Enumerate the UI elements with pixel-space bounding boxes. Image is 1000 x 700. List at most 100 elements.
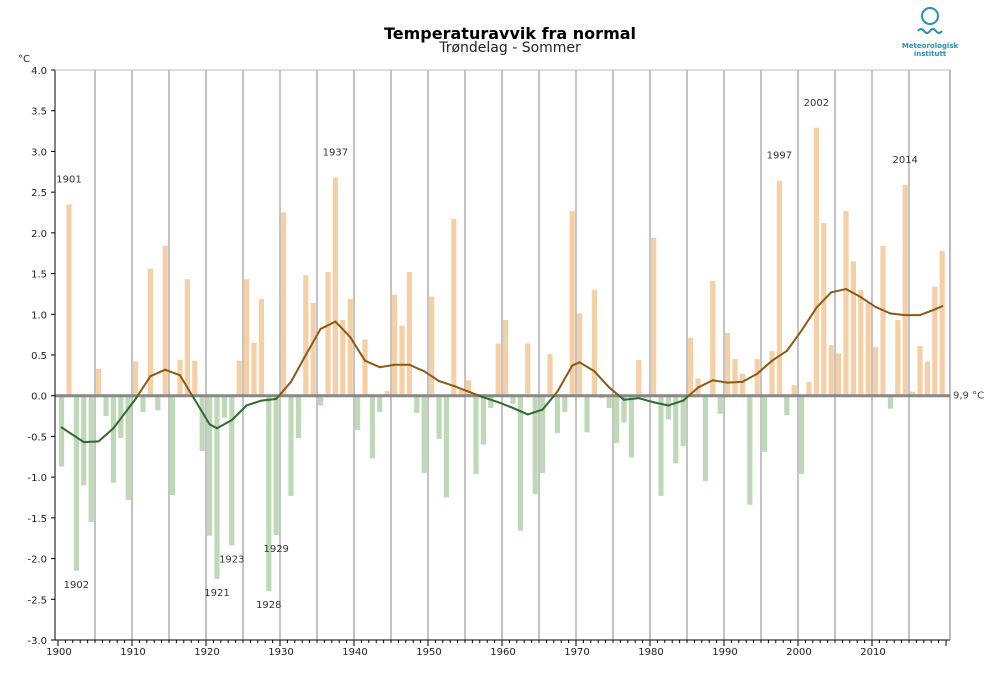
- bar: [384, 390, 390, 396]
- bar: [214, 395, 220, 579]
- bar: [347, 298, 353, 396]
- smooth-segment: [830, 288, 847, 294]
- bar: [843, 210, 849, 396]
- bar: [133, 361, 139, 396]
- met-logo: Meteorologisk institutt: [900, 4, 960, 58]
- bar: [125, 395, 131, 500]
- bar: [725, 333, 731, 396]
- bar: [710, 280, 716, 396]
- bar: [399, 325, 405, 396]
- x-tick-label: 1980: [638, 647, 663, 658]
- y-tick-label: -1.5: [27, 514, 47, 525]
- bar: [147, 268, 153, 396]
- smooth-segment: [349, 336, 366, 362]
- bar: [791, 385, 797, 396]
- bar: [466, 380, 472, 396]
- bar: [651, 237, 657, 396]
- smooth-segment: [278, 380, 292, 397]
- bar: [510, 395, 516, 404]
- bar: [155, 395, 161, 411]
- bar: [303, 275, 309, 396]
- bar: [880, 245, 886, 396]
- bar: [377, 395, 383, 412]
- annotation-label: 1901: [56, 174, 81, 185]
- smooth-segment: [230, 404, 248, 422]
- x-tick-label: 1950: [416, 647, 441, 658]
- bar: [495, 343, 501, 396]
- smooth-segment: [771, 349, 788, 362]
- smooth-segment: [193, 398, 211, 426]
- bar: [836, 353, 842, 396]
- bar: [636, 359, 642, 396]
- x-tick-label: 1930: [268, 647, 293, 658]
- bar: [443, 395, 449, 498]
- bar: [732, 359, 738, 396]
- bar: [177, 359, 183, 396]
- bar: [865, 302, 871, 396]
- bar: [910, 391, 916, 396]
- y-tick-label: -2.0: [27, 555, 47, 566]
- smooth-segment: [319, 320, 337, 330]
- grid-lines: [94, 70, 910, 640]
- smooth-segment: [711, 379, 729, 384]
- annotation-label: 1923: [219, 555, 244, 566]
- bar: [221, 395, 227, 418]
- bar: [799, 395, 805, 474]
- bar: [229, 395, 235, 546]
- chart-title: Temperaturavvik fra normal: [383, 24, 637, 43]
- smooth-segment: [618, 394, 625, 401]
- bar: [340, 319, 346, 396]
- smooth-segment: [60, 426, 85, 444]
- bar: [813, 127, 819, 396]
- smooth-segment: [290, 354, 307, 383]
- bar: [614, 395, 620, 443]
- x-tick-label: 1960: [490, 647, 515, 658]
- bar: [939, 250, 945, 396]
- x-tick-label: 1900: [46, 647, 71, 658]
- bar: [369, 395, 375, 459]
- smooth-segment: [741, 372, 759, 383]
- smooth-segment: [682, 394, 690, 402]
- smooth-segment: [467, 390, 481, 397]
- bar: [554, 395, 560, 434]
- bar: [776, 180, 782, 396]
- smooth-segment: [452, 384, 470, 393]
- bar: [458, 389, 464, 396]
- y-tick-label: 4.0: [31, 66, 47, 77]
- smooth-segment: [687, 386, 699, 397]
- bar: [199, 395, 205, 452]
- bar: [184, 279, 190, 396]
- bar: [754, 359, 760, 396]
- bar: [266, 395, 272, 592]
- x-tick-label: 2010: [860, 647, 885, 658]
- smooth-segment: [800, 306, 818, 332]
- smooth-segment: [652, 401, 670, 407]
- smooth-segment: [512, 406, 529, 416]
- smoothed-curve: [60, 288, 944, 444]
- y-tick-label: -1.0: [27, 473, 47, 484]
- bar: [236, 360, 242, 396]
- bar: [517, 395, 523, 531]
- bar: [850, 261, 856, 396]
- x-tick-label: 1940: [342, 647, 367, 658]
- chart-subtitle: Trøndelag - Sommer: [439, 40, 581, 56]
- smooth-segment: [136, 375, 152, 397]
- bar: [162, 245, 168, 396]
- bar: [658, 395, 664, 496]
- smooth-segment: [364, 359, 381, 369]
- bar: [569, 210, 575, 396]
- smooth-segment: [245, 399, 263, 407]
- annotation-label: 1937: [323, 147, 348, 158]
- annotation-label: 1902: [64, 580, 89, 591]
- logo-line1: Meteorologisk: [901, 42, 959, 50]
- bar: [406, 271, 412, 396]
- y-unit-label: °C: [18, 54, 30, 65]
- y-tick-label: -0.5: [27, 432, 47, 443]
- bar: [473, 395, 479, 474]
- bar: [895, 319, 901, 396]
- smooth-segment: [179, 374, 194, 397]
- x-tick-label: 1970: [564, 647, 589, 658]
- bar: [584, 395, 590, 433]
- smooth-segment: [889, 312, 907, 317]
- bar: [606, 395, 612, 408]
